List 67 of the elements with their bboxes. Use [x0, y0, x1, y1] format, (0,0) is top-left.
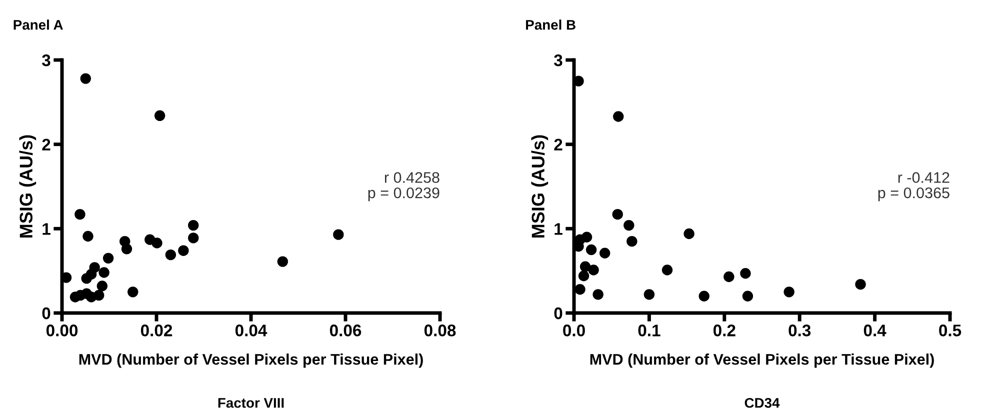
- point: [586, 244, 597, 256]
- point: [333, 229, 344, 240]
- point: [74, 208, 86, 220]
- point: [626, 236, 638, 247]
- point: [152, 238, 162, 248]
- x-tick-label: 0.00: [46, 324, 78, 336]
- x-tick-label: 0.04: [235, 324, 268, 336]
- y-tick-label: 3: [554, 54, 562, 66]
- point: [94, 290, 104, 301]
- point: [165, 249, 176, 260]
- point: [784, 286, 794, 298]
- point: [644, 289, 655, 300]
- point: [128, 286, 138, 298]
- y-tick-label: 3: [42, 54, 50, 66]
- point: [724, 271, 734, 282]
- x-tick-label: 0.0: [563, 324, 585, 336]
- y-tick-label: 1: [554, 223, 562, 235]
- y-tick-label: 0: [554, 307, 562, 320]
- point: [612, 208, 623, 220]
- point: [102, 252, 114, 264]
- text: Factor VIII: [218, 398, 284, 408]
- point: [599, 248, 610, 258]
- point: [740, 268, 751, 279]
- point: [188, 220, 199, 231]
- chart-title: Panel B: [526, 20, 576, 30]
- point: [855, 278, 866, 290]
- point: [698, 290, 710, 302]
- point: [80, 73, 91, 84]
- point: [178, 245, 189, 256]
- x-tick-label: 0.1: [638, 324, 660, 336]
- y-axis-title: MSIG (AU/s): [19, 135, 36, 238]
- point: [592, 289, 604, 300]
- chart-title: Panel A: [14, 20, 63, 30]
- point: [684, 228, 694, 240]
- point: [188, 232, 199, 244]
- y-tick-label: 0: [42, 307, 50, 320]
- point: [86, 268, 97, 280]
- y-tick-label: 2: [42, 138, 50, 150]
- point: [82, 230, 94, 242]
- annotation: r 0.4258 p = 0.0239: [368, 172, 440, 202]
- point: [662, 264, 673, 276]
- point: [581, 232, 592, 242]
- x-axis-title: MVD (Number of Vessel Pixels per Tissue Pixel): [79, 354, 423, 368]
- x-tick-label: 0.2: [713, 324, 736, 336]
- point: [574, 284, 586, 295]
- x-tick-label: 0.08: [424, 324, 456, 336]
- x-tick-label: 0.3: [788, 324, 811, 336]
- point: [98, 267, 110, 278]
- point: [277, 256, 288, 267]
- x-tick-label: 0.4: [864, 324, 886, 336]
- x-tick-label: 0.06: [330, 324, 362, 336]
- text: CD34: [744, 398, 780, 408]
- y-tick-label: 1: [42, 223, 50, 235]
- point: [121, 244, 132, 254]
- point: [578, 270, 590, 282]
- y-tick-label: 2: [554, 138, 562, 150]
- annotation: r -0.412 p = 0.0365: [878, 172, 950, 202]
- point: [624, 220, 634, 231]
- point: [588, 264, 599, 276]
- x-axis-title: MVD (Number of Vessel Pixels per Tissue Pixel): [590, 354, 934, 368]
- point: [96, 280, 108, 292]
- y-axis-title: MSIG (AU/s): [531, 135, 548, 238]
- point: [154, 110, 166, 122]
- point: [613, 111, 624, 122]
- x-tick-label: 0.5: [939, 324, 962, 336]
- x-tick-label: 0.02: [140, 324, 172, 336]
- point: [742, 290, 754, 302]
